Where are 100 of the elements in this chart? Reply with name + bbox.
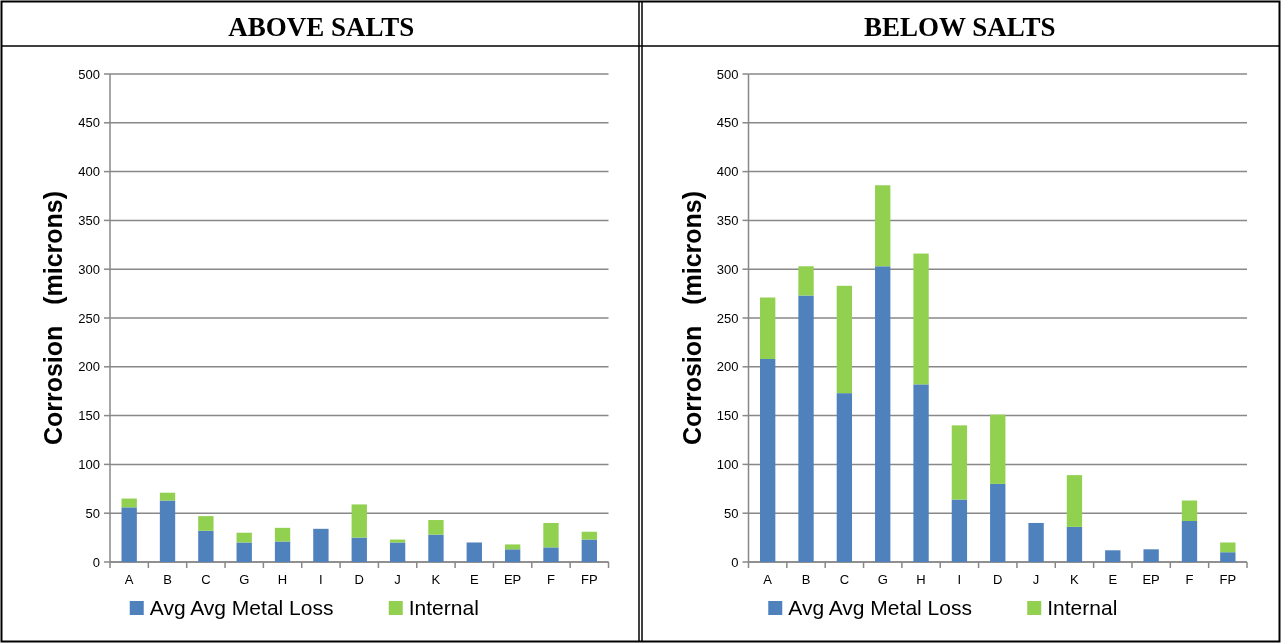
bar: [313, 528, 329, 562]
bar: [836, 393, 853, 562]
legend-label: Avg Avg Metal Loss: [149, 596, 334, 619]
y-tick-label: 300: [716, 261, 739, 277]
legend-label: Internal: [408, 596, 479, 619]
bar: [760, 358, 776, 562]
x-tick-label: F: [1185, 572, 1194, 587]
x-tick-label: E: [469, 572, 479, 587]
y-tick-label: 400: [716, 164, 739, 180]
bar: [236, 542, 252, 562]
bar: [543, 547, 559, 562]
bar: [159, 500, 176, 562]
y-tick-label: 300: [78, 261, 100, 277]
x-tick-label: B: [801, 572, 811, 587]
y-tick-label: 0: [731, 554, 739, 570]
y-tick-label: 350: [716, 212, 739, 228]
x-tick-label: H: [277, 572, 288, 587]
bar: [913, 384, 929, 562]
bar: [581, 531, 597, 540]
bar: [875, 266, 891, 562]
bar: [159, 492, 176, 501]
bar: [466, 542, 482, 562]
y-tick-label: 100: [716, 456, 739, 472]
bar: [1066, 526, 1083, 562]
x-tick-label: J: [394, 572, 401, 587]
x-tick-label: G: [877, 572, 888, 587]
x-tick-label: B: [163, 572, 172, 587]
bar: [274, 527, 291, 542]
y-tick-label: 250: [78, 310, 100, 326]
bar: [836, 285, 853, 394]
y-tick-label: 150: [716, 408, 739, 424]
chart-title: BELOW SALTS: [864, 12, 1056, 42]
y-tick-label: 400: [78, 164, 100, 180]
bar: [1028, 522, 1044, 562]
bar: [504, 544, 521, 550]
bar: [236, 532, 252, 543]
bar: [504, 549, 521, 562]
bar: [913, 253, 929, 385]
x-tick-label: FP: [581, 572, 598, 587]
x-tick-label: A: [124, 572, 134, 587]
bar: [198, 530, 214, 562]
x-tick-label: EP: [1142, 572, 1160, 587]
x-tick-label: I: [957, 572, 962, 587]
bar: [1143, 549, 1159, 562]
x-tick-label: F: [547, 572, 555, 587]
y-tick-label: 200: [78, 359, 100, 375]
x-tick-label: D: [993, 572, 1003, 587]
bar: [990, 483, 1006, 562]
x-tick-label: A: [763, 572, 773, 587]
bar: [875, 185, 891, 267]
y-tick-label: 450: [716, 115, 739, 131]
y-tick-label: 500: [78, 66, 100, 82]
x-tick-label: K: [431, 572, 441, 587]
bar: [428, 520, 444, 535]
bar: [581, 539, 597, 562]
bar: [798, 295, 814, 562]
y-tick-label: 200: [716, 359, 739, 375]
bar: [543, 522, 559, 548]
x-tick-label: G: [239, 572, 250, 587]
bar: [274, 541, 291, 562]
y-tick-label: 500: [716, 66, 739, 82]
y-tick-label: 150: [78, 408, 100, 424]
x-tick-label: C: [201, 572, 211, 587]
x-tick-label: D: [354, 572, 364, 587]
bar: [760, 297, 776, 359]
x-tick-label: J: [1032, 572, 1040, 587]
bar: [1220, 552, 1236, 562]
chart-title: ABOVE SALTS: [228, 12, 415, 42]
y-tick-label: 450: [78, 115, 100, 131]
y-axis-title: Corrosion (microns): [677, 190, 706, 446]
y-tick-label: 100: [78, 456, 100, 472]
bar: [121, 507, 137, 562]
legend-label: Internal: [1047, 596, 1118, 619]
x-tick-label: C: [839, 572, 850, 587]
x-tick-label: H: [916, 572, 926, 587]
x-tick-label: K: [1070, 572, 1080, 587]
bar: [1105, 550, 1121, 562]
x-tick-label: I: [319, 572, 323, 587]
x-tick-label: FP: [1219, 572, 1237, 587]
y-tick-label: 50: [85, 505, 100, 521]
bar: [798, 266, 814, 296]
y-tick-label: 0: [92, 554, 100, 570]
bar: [351, 537, 367, 562]
bar: [1220, 542, 1236, 553]
bar: [351, 504, 367, 538]
x-tick-label: E: [1108, 572, 1118, 587]
bar: [1181, 500, 1198, 522]
y-tick-label: 250: [716, 310, 739, 326]
y-axis-title: Corrosion (microns): [39, 190, 67, 446]
y-tick-label: 50: [724, 505, 739, 521]
bar: [951, 425, 968, 500]
x-tick-label: EP: [503, 572, 522, 587]
bar: [951, 499, 968, 562]
bar: [198, 516, 214, 531]
legend-label: Avg Avg Metal Loss: [788, 596, 972, 619]
bar: [428, 534, 444, 562]
y-tick-label: 350: [78, 212, 100, 228]
bar: [389, 542, 406, 562]
bar: [1181, 521, 1198, 562]
bar: [990, 414, 1006, 484]
